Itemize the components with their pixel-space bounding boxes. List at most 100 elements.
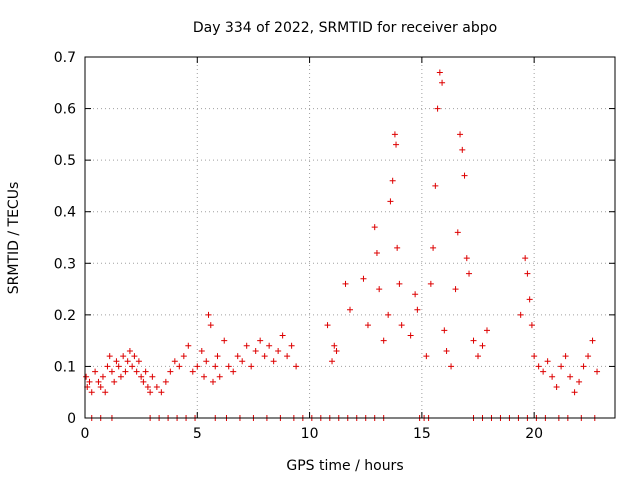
data-point (275, 347, 282, 354)
data-point (531, 353, 538, 360)
data-point (549, 373, 556, 380)
data-point (95, 378, 102, 385)
data-point (86, 378, 93, 385)
y-tick-label: 0.3 (54, 256, 76, 272)
y-tick-label: 0.1 (54, 359, 76, 375)
data-point (189, 368, 196, 375)
x-axis-ticks: 0 5 10 15 20 (81, 57, 543, 442)
data-point (439, 79, 446, 86)
x-axis-label: GPS time / hours (286, 458, 403, 474)
data-point (448, 363, 455, 370)
data-point (124, 358, 131, 365)
data-point (138, 373, 145, 380)
data-point (266, 342, 273, 349)
data-point (412, 291, 419, 298)
data-point (207, 322, 214, 329)
data-point (113, 358, 120, 365)
data-point (544, 358, 551, 365)
data-point (171, 358, 178, 365)
data-point (131, 353, 138, 360)
data-point (203, 358, 210, 365)
y-axis-ticks: 0 0.1 0.2 0.3 0.4 0.5 0.6 0.7 (54, 50, 615, 427)
data-point (99, 373, 106, 380)
data-point (194, 363, 201, 370)
data-point (459, 146, 466, 153)
data-point (463, 255, 470, 262)
data-point (210, 378, 217, 385)
data-point (407, 332, 414, 339)
data-point (540, 368, 547, 375)
data-point (140, 378, 147, 385)
data-point (214, 353, 221, 360)
data-point (270, 358, 277, 365)
data-point (562, 353, 569, 360)
data-point (436, 69, 443, 76)
data-point (279, 332, 286, 339)
data-point (585, 353, 592, 360)
data-point (553, 384, 560, 391)
data-point (212, 363, 219, 370)
data-point (102, 389, 109, 396)
data-point (106, 353, 113, 360)
data-point (162, 378, 169, 385)
data-point (461, 172, 468, 179)
data-point (252, 347, 259, 354)
data-point (526, 296, 533, 303)
data-point (216, 373, 223, 380)
data-point (393, 141, 400, 148)
data-point (373, 249, 380, 256)
data-point (441, 327, 448, 334)
y-tick-label: 0.2 (54, 308, 76, 324)
data-point (201, 373, 208, 380)
data-point (117, 373, 124, 380)
y-tick-label: 0 (67, 411, 76, 427)
x-tick-label: 0 (81, 426, 90, 442)
data-point (567, 373, 574, 380)
data-point (293, 363, 300, 370)
data-point (122, 368, 129, 375)
data-point (389, 177, 396, 184)
data-point (376, 286, 383, 293)
data-point (589, 337, 596, 344)
y-axis-label: SRMTID / TECUs (6, 182, 22, 295)
x-tick-label: 15 (413, 426, 431, 442)
data-point (387, 198, 394, 205)
data-point (576, 378, 583, 385)
data-point (391, 131, 398, 138)
data-point (147, 389, 154, 396)
x-tick-label: 5 (193, 426, 202, 442)
data-point (385, 311, 392, 318)
data-point (135, 358, 142, 365)
data-point (108, 368, 115, 375)
data-point (144, 384, 151, 391)
y-tick-label: 0.4 (54, 205, 76, 221)
data-point (205, 311, 212, 318)
data-point (142, 368, 149, 375)
data-point (198, 347, 205, 354)
data-point (522, 255, 529, 262)
data-point (347, 306, 353, 313)
data-point (324, 322, 331, 329)
data-point (571, 389, 578, 396)
data-point (120, 353, 127, 360)
data-point (126, 347, 133, 354)
data-point (329, 358, 336, 365)
data-point (158, 389, 165, 396)
data-point (129, 363, 136, 370)
data-point (432, 182, 439, 189)
data-point (452, 286, 459, 293)
data-point (414, 306, 421, 313)
data-point (111, 378, 118, 385)
data-point (558, 363, 565, 370)
data-point (239, 358, 246, 365)
data-point (149, 373, 156, 380)
data-point (360, 275, 367, 282)
data-point (371, 224, 378, 231)
data-point (457, 131, 464, 138)
data-point (466, 270, 473, 277)
data-point (479, 342, 486, 349)
data-point (133, 368, 140, 375)
data-point (394, 244, 401, 251)
data-point (97, 384, 104, 391)
data-point (221, 337, 228, 344)
